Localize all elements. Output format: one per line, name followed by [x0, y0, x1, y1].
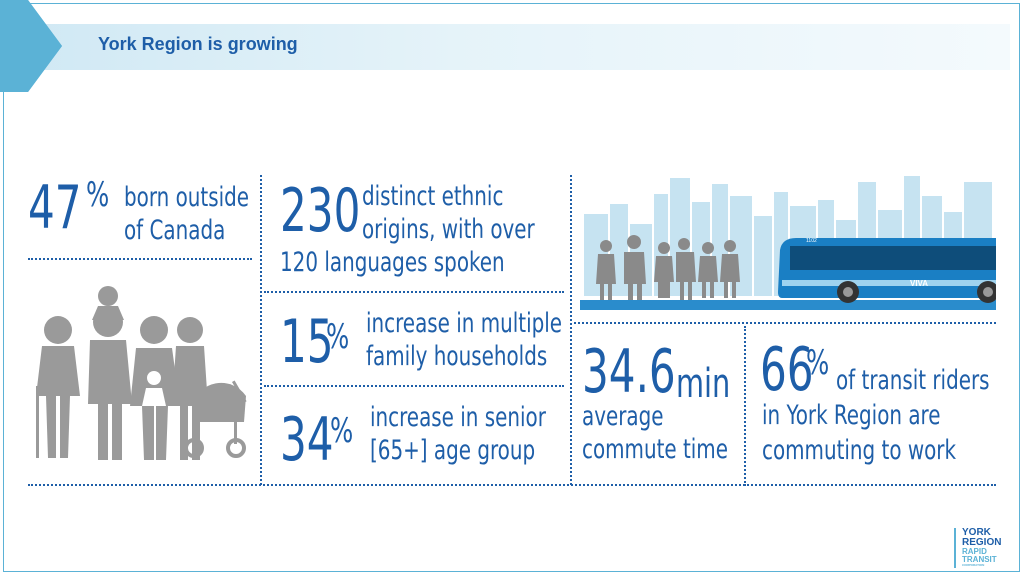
stat-households-line1: increase in multiple [366, 308, 563, 339]
logo-line1: YORK [962, 527, 991, 538]
stat-born-outside-pct: % [86, 175, 110, 215]
divider [264, 385, 564, 387]
logo-bar [954, 528, 956, 568]
logo-line5: CORPORATION [962, 563, 985, 567]
stat-senior-line1: increase in senior [370, 402, 546, 433]
family-silhouette-icon [36, 286, 247, 460]
york-region-rapid-transit-logo: YORK REGION RAPID TRANSIT CORPORATION [954, 528, 1014, 568]
stat-ethnic-line3: 120 languages spoken [280, 247, 505, 278]
stat-transit-pct: % [806, 343, 830, 383]
stat-born-outside-line1: born outside [124, 182, 250, 213]
chevron-arrow-icon [0, 0, 62, 92]
stat-transit-number: 66 [760, 335, 814, 405]
stat-households-line2: family households [366, 341, 548, 372]
divider [574, 322, 996, 324]
slide-frame [3, 3, 1020, 572]
stat-commute-line2: commute time [582, 434, 728, 465]
stat-senior-pct: % [330, 411, 354, 451]
divider [744, 326, 746, 486]
skyline-bus-illustration: VIVA 1102 [580, 176, 996, 310]
stat-ethnic-number: 230 [280, 176, 361, 246]
stat-ethnic-line2: origins, with over [362, 214, 535, 245]
stat-households-number: 15 [280, 307, 334, 377]
stat-transit-line1: of transit riders [836, 365, 990, 396]
logo-line3: RAPID [962, 547, 987, 556]
logo-line2: REGION [962, 537, 1002, 548]
stat-senior-line2: [65+] age group [370, 435, 536, 466]
bus-route-label: 1102 [806, 238, 817, 244]
stat-transit-line3: commuting to work [762, 435, 957, 466]
stat-born-outside-line2: of Canada [124, 215, 226, 246]
divider [28, 484, 996, 486]
stat-commute-line1: average [582, 401, 664, 432]
stat-senior-number: 34 [280, 405, 334, 475]
stat-transit-line2: in York Region are [762, 400, 941, 431]
divider [28, 258, 252, 260]
header-band [0, 24, 1010, 70]
page-title: York Region is growing [98, 34, 298, 54]
divider [570, 175, 572, 485]
stat-ethnic-line1: distinct ethnic [362, 181, 504, 212]
divider [260, 175, 262, 485]
bus-brand-label: VIVA [910, 279, 928, 288]
divider [264, 291, 564, 293]
stat-commute-number: 34.6 [582, 337, 676, 407]
stat-born-outside-number: 47 [28, 173, 82, 243]
stat-commute-unit: min [676, 361, 731, 407]
stat-households-pct: % [326, 317, 350, 357]
logo-line4: TRANSIT [962, 555, 997, 564]
